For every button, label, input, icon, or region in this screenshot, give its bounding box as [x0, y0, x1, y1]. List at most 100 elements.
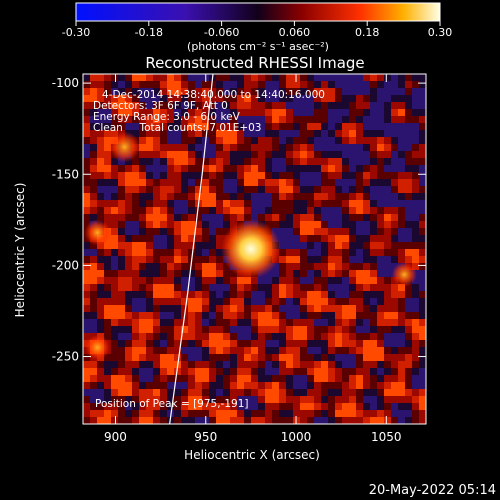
heatmap-cell [279, 319, 286, 326]
heatmap-cell [272, 333, 279, 340]
heatmap-cell [328, 326, 335, 333]
heatmap-cell [335, 375, 342, 382]
heatmap-cell [321, 263, 328, 270]
heatmap-cell [370, 165, 377, 172]
heatmap-cell [230, 319, 237, 326]
heatmap-cell [251, 277, 258, 284]
heatmap-cell [97, 277, 104, 284]
heatmap-cell [195, 382, 202, 389]
heatmap-cell [195, 123, 202, 130]
heatmap-cell [111, 242, 118, 249]
heatmap-cell [146, 151, 153, 158]
heatmap-cell [174, 228, 181, 235]
heatmap-cell [90, 403, 97, 410]
heatmap-cell [335, 144, 342, 151]
heatmap-cell [160, 284, 167, 291]
x-tick-label: 1000 [281, 430, 312, 444]
heatmap-cell [104, 389, 111, 396]
heatmap-cell [370, 179, 377, 186]
heatmap-cell [111, 74, 118, 81]
heatmap-cell [384, 410, 391, 417]
heatmap-cell [195, 368, 202, 375]
heatmap-cell [111, 109, 118, 116]
heatmap-cell [118, 88, 125, 95]
heatmap-cell [307, 396, 314, 403]
heatmap-cell [419, 284, 426, 291]
heatmap-cell [146, 116, 153, 123]
heatmap-cell [153, 158, 160, 165]
heatmap-cell [188, 410, 195, 417]
heatmap-cell [90, 417, 97, 424]
heatmap-cell [370, 312, 377, 319]
heatmap-cell [139, 81, 146, 88]
heatmap-cell [321, 144, 328, 151]
heatmap-cell [132, 221, 139, 228]
heatmap-cell [391, 186, 398, 193]
heatmap-cell [237, 333, 244, 340]
heatmap-cell [111, 319, 118, 326]
heatmap-cell [279, 368, 286, 375]
heatmap-cell [342, 158, 349, 165]
heatmap-cell [377, 284, 384, 291]
heatmap-cell [174, 179, 181, 186]
heatmap-cell [412, 144, 419, 151]
secondary-source [84, 219, 111, 246]
heatmap-cell [377, 221, 384, 228]
heatmap-cell [398, 179, 405, 186]
heatmap-cell [167, 221, 174, 228]
heatmap-cell [286, 277, 293, 284]
heatmap-cell [321, 179, 328, 186]
heatmap-cell [153, 389, 160, 396]
heatmap-cell [258, 410, 265, 417]
heatmap-cell [90, 200, 97, 207]
heatmap-cell [300, 410, 307, 417]
heatmap-cell [349, 123, 356, 130]
heatmap-cell [90, 144, 97, 151]
heatmap-cell [195, 214, 202, 221]
heatmap-cell [146, 291, 153, 298]
heatmap-cell [300, 165, 307, 172]
heatmap-cell [132, 375, 139, 382]
heatmap-cell [160, 221, 167, 228]
heatmap-cell [412, 186, 419, 193]
heatmap-cell [349, 186, 356, 193]
heatmap-cell [419, 179, 426, 186]
heatmap-cell [202, 298, 209, 305]
heatmap-cell [377, 109, 384, 116]
heatmap-cell [405, 130, 412, 137]
heatmap-cell [251, 319, 258, 326]
heatmap-cell [90, 298, 97, 305]
heatmap-cell [230, 165, 237, 172]
heatmap-cell [167, 270, 174, 277]
heatmap-cell [342, 242, 349, 249]
colorbar-ticks: -0.30 -0.18 -0.060 0.060 0.18 0.30 [62, 21, 452, 39]
heatmap-cell [160, 123, 167, 130]
heatmap-cell [321, 291, 328, 298]
heatmap-cell [195, 179, 202, 186]
heatmap-cell [391, 333, 398, 340]
annotation-clean: Clean Total counts: 7.01E+03 [93, 122, 262, 134]
heatmap-cell [314, 410, 321, 417]
heatmap-cell [356, 298, 363, 305]
heatmap-cell [139, 361, 146, 368]
heatmap-cell [188, 403, 195, 410]
heatmap-cell [118, 214, 125, 221]
heatmap-cell [279, 284, 286, 291]
heatmap-cell [104, 256, 111, 263]
heatmap-cell [195, 410, 202, 417]
heatmap-cell [328, 109, 335, 116]
heatmap-cell [377, 207, 384, 214]
heatmap-cell [83, 207, 90, 214]
heatmap-cell [237, 165, 244, 172]
heatmap-cell [258, 207, 265, 214]
heatmap-cell [167, 88, 174, 95]
heatmap-cell [216, 389, 223, 396]
heatmap-cell [356, 207, 363, 214]
heatmap-cell [356, 221, 363, 228]
heatmap-cell [230, 340, 237, 347]
heatmap-cell [153, 417, 160, 424]
heatmap-cell [328, 333, 335, 340]
heatmap-cell [405, 340, 412, 347]
heatmap-cell [132, 81, 139, 88]
heatmap-cell [265, 403, 272, 410]
